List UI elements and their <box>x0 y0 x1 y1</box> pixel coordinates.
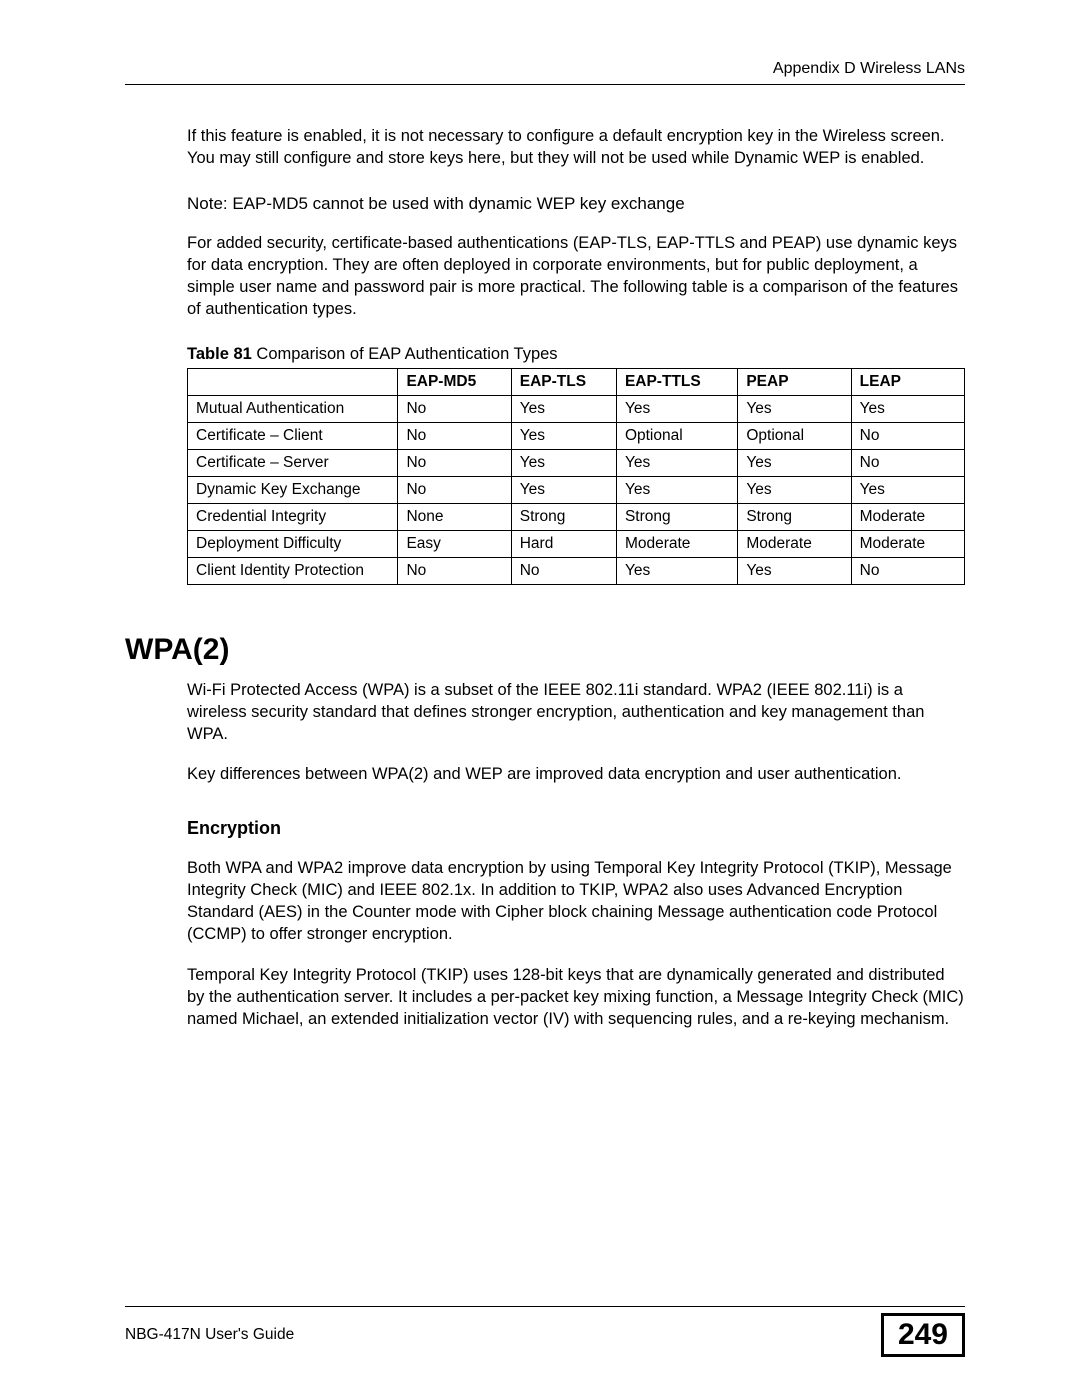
paragraph-encryption-1: Both WPA and WPA2 improve data encryptio… <box>187 857 965 946</box>
table-header-leap: LEAP <box>851 368 964 395</box>
table-cell: No <box>398 395 511 422</box>
table-cell: Strong <box>738 503 851 530</box>
table-row: Deployment DifficultyEasyHardModerateMod… <box>188 530 965 557</box>
table-cell: Yes <box>616 395 737 422</box>
table-cell: Client Identity Protection <box>188 557 398 584</box>
paragraph-encryption-2: Temporal Key Integrity Protocol (TKIP) u… <box>187 964 965 1031</box>
table-caption: Table 81 Comparison of EAP Authenticatio… <box>187 345 965 364</box>
table-cell: Yes <box>511 395 616 422</box>
table-cell: Yes <box>616 557 737 584</box>
eap-comparison-table: EAP-MD5 EAP-TLS EAP-TTLS PEAP LEAP Mutua… <box>187 368 965 585</box>
table-cell: No <box>398 476 511 503</box>
table-cell: Yes <box>511 422 616 449</box>
table-cell: Certificate – Server <box>188 449 398 476</box>
table-header-eaptls: EAP-TLS <box>511 368 616 395</box>
section-heading-wpa2: WPA(2) <box>125 633 965 667</box>
table-cell: No <box>851 557 964 584</box>
table-number: Table 81 <box>187 345 252 363</box>
table-cell: Strong <box>511 503 616 530</box>
paragraph-security: For added security, certificate-based au… <box>187 232 965 321</box>
table-header-eapttls: EAP-TTLS <box>616 368 737 395</box>
header-rule <box>125 84 965 85</box>
table-cell: Moderate <box>616 530 737 557</box>
table-row: Client Identity ProtectionNoNoYesYesNo <box>188 557 965 584</box>
table-cell: Mutual Authentication <box>188 395 398 422</box>
table-cell: No <box>511 557 616 584</box>
table-cell: No <box>851 449 964 476</box>
table-cell: No <box>398 449 511 476</box>
table-row: Dynamic Key ExchangeNoYesYesYesYes <box>188 476 965 503</box>
page-header: Appendix D Wireless LANs <box>125 60 965 85</box>
page-number: 249 <box>881 1313 965 1357</box>
table-cell: Yes <box>738 476 851 503</box>
table-cell: Dynamic Key Exchange <box>188 476 398 503</box>
section-content: Wi-Fi Protected Access (WPA) is a subset… <box>187 679 965 1031</box>
table-cell: No <box>398 557 511 584</box>
header-appendix: Appendix D Wireless LANs <box>125 60 965 78</box>
table-cell: Yes <box>851 395 964 422</box>
content-block: If this feature is enabled, it is not ne… <box>187 125 965 585</box>
paragraph-wpa-diff: Key differences between WPA(2) and WEP a… <box>187 763 965 785</box>
table-cell: None <box>398 503 511 530</box>
footer-guide-text: NBG-417N User's Guide <box>125 1326 294 1344</box>
table-cell: Moderate <box>851 503 964 530</box>
page-footer: NBG-417N User's Guide 249 <box>125 1306 965 1357</box>
table-cell: Optional <box>738 422 851 449</box>
table-row: Certificate – ServerNoYesYesYesNo <box>188 449 965 476</box>
table-header-row: EAP-MD5 EAP-TLS EAP-TTLS PEAP LEAP <box>188 368 965 395</box>
table-cell: Moderate <box>738 530 851 557</box>
table-header-peap: PEAP <box>738 368 851 395</box>
footer-rule <box>125 1306 965 1307</box>
table-cell: Deployment Difficulty <box>188 530 398 557</box>
table-cell: Yes <box>738 557 851 584</box>
table-cell: Yes <box>738 395 851 422</box>
table-cell: Yes <box>616 476 737 503</box>
table-title: Comparison of EAP Authentication Types <box>252 345 558 363</box>
table-cell: Strong <box>616 503 737 530</box>
table-row: Mutual AuthenticationNoYesYesYesYes <box>188 395 965 422</box>
table-header-eapmd5: EAP-MD5 <box>398 368 511 395</box>
table-cell: Hard <box>511 530 616 557</box>
table-cell: No <box>398 422 511 449</box>
table-header-empty <box>188 368 398 395</box>
table-cell: Yes <box>511 476 616 503</box>
table-cell: Easy <box>398 530 511 557</box>
table-cell: Yes <box>616 449 737 476</box>
paragraph-intro: If this feature is enabled, it is not ne… <box>187 125 965 170</box>
paragraph-wpa-intro: Wi-Fi Protected Access (WPA) is a subset… <box>187 679 965 746</box>
paragraph-note: Note: EAP-MD5 cannot be used with dynami… <box>187 194 965 214</box>
table-cell: Yes <box>851 476 964 503</box>
table-cell: No <box>851 422 964 449</box>
table-cell: Credential Integrity <box>188 503 398 530</box>
table-row: Credential IntegrityNoneStrongStrongStro… <box>188 503 965 530</box>
table-cell: Moderate <box>851 530 964 557</box>
table-cell: Yes <box>511 449 616 476</box>
table-cell: Certificate – Client <box>188 422 398 449</box>
table-row: Certificate – ClientNoYesOptionalOptiona… <box>188 422 965 449</box>
table-cell: Yes <box>738 449 851 476</box>
subsection-heading-encryption: Encryption <box>187 818 965 839</box>
table-cell: Optional <box>616 422 737 449</box>
